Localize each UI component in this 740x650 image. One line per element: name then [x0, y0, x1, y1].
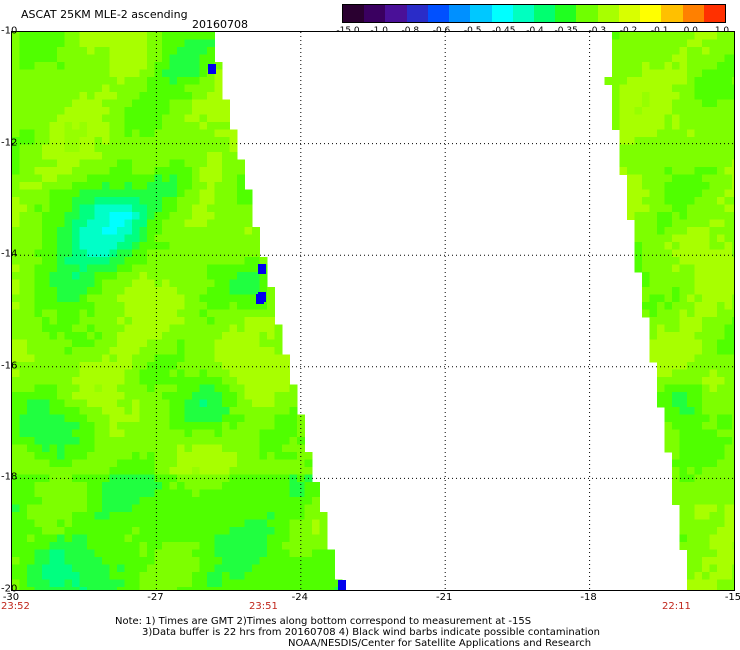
color-scale-swatch [703, 5, 725, 22]
color-scale-swatch [640, 5, 662, 22]
longitude-label: -24 [291, 592, 308, 603]
color-scale-swatch [512, 5, 534, 22]
latitude-label: -14 [1, 248, 18, 260]
latitude-label: -20 [1, 583, 18, 595]
swath-map [12, 32, 734, 590]
color-scale-swatch [449, 5, 471, 22]
product-title: ASCAT 25KM MLE-2 ascending [21, 8, 188, 21]
color-scale-swatch [491, 5, 513, 22]
color-scale-swatch [385, 5, 407, 22]
color-scale-swatch [576, 5, 598, 22]
longitude-label: -15 [724, 592, 740, 603]
longitude-label: -18 [580, 592, 597, 603]
longitude-label: -27 [147, 592, 164, 603]
latitude-label: -12 [1, 137, 18, 149]
map-gridlines [12, 32, 734, 590]
swath-time-middle: 23:51 [249, 601, 278, 612]
latitude-label: -16 [1, 360, 18, 372]
color-scale-swatch [555, 5, 577, 22]
color-scale-bar [342, 4, 726, 23]
color-scale-swatch [661, 5, 683, 22]
swath-time-right: 22:11 [662, 601, 691, 612]
color-scale-swatch [364, 5, 386, 22]
latitude-label: -18 [1, 471, 18, 483]
longitude-label: -21 [436, 592, 453, 603]
color-scale-swatch [470, 5, 492, 22]
color-scale-swatch [427, 5, 450, 22]
latitude-label: -10 [1, 25, 18, 37]
swath-time-left: 23:52 [1, 601, 30, 612]
footer-note-2: 3)Data buffer is 22 hrs from 20160708 4)… [142, 627, 600, 638]
color-scale-swatch [618, 5, 641, 22]
color-scale-swatch [533, 5, 556, 22]
swath-cells [12, 32, 734, 590]
longitude-label: -30 [2, 592, 20, 603]
color-scale-swatch [597, 5, 619, 22]
footer-note-1: Note: 1) Times are GMT 2)Times along bot… [115, 616, 532, 627]
color-scale-swatch [343, 5, 365, 22]
footer-credit: NOAA/NESDIS/Center for Satellite Applica… [288, 638, 592, 649]
color-scale-swatch [406, 5, 428, 22]
product-date: 20160708 [192, 18, 248, 31]
color-scale-swatch [682, 5, 704, 22]
map-plot-area [11, 31, 735, 591]
